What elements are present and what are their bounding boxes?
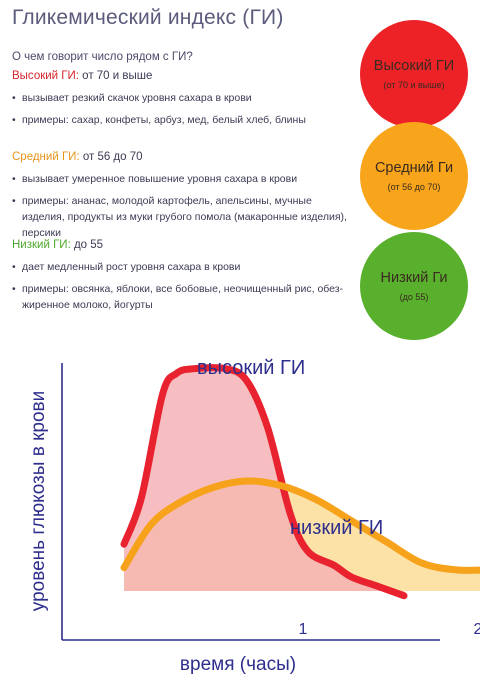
page-title: Гликемический индекс (ГИ): [12, 6, 284, 29]
section-high-heading: Высокий ГИ: от 70 и выше: [12, 70, 357, 82]
section-low-range: до 55: [70, 239, 104, 251]
section-medium-range: от 56 до 70: [79, 151, 143, 163]
high-gi-circle-range: (от 70 и выше): [383, 80, 445, 90]
x-tick-label: 2: [474, 621, 480, 638]
section-low: Низкий ГИ: до 55 дает медленный рост уро…: [12, 239, 357, 319]
plot-area: [120, 364, 480, 600]
high-gi-circle: Высокий ГИ (от 70 и выше): [360, 20, 468, 128]
section-high-label: Высокий ГИ:: [12, 70, 79, 82]
section-medium-label: Средний ГИ:: [12, 151, 80, 163]
low-gi-circle: Низкий Ги (до 55): [360, 232, 468, 340]
low-gi-circle-range: (до 55): [399, 292, 429, 302]
medium-gi-circle: Средний Ги (от 56 до 70): [360, 122, 468, 230]
section-medium-heading: Средний ГИ: от 56 до 70: [12, 151, 357, 163]
high-gi-circle-title: Высокий ГИ: [373, 58, 455, 74]
series-line-low: [120, 477, 480, 574]
low-gi-circle-title: Низкий Ги: [380, 270, 448, 286]
section-medium-bullet: примеры: ананас, молодой картофель, апел…: [12, 193, 357, 241]
series-line-high: [120, 364, 408, 600]
series-label-low: низкий ГИ: [290, 517, 383, 539]
medium-gi-circle-range: (от 56 до 70): [387, 182, 441, 192]
x-tick-label: 1: [299, 621, 308, 638]
section-low-bullet: дает медленный рост уровня сахара в кров…: [12, 259, 357, 275]
x-axis-label: время (часы): [180, 654, 296, 675]
medium-gi-circle-title: Средний Ги: [374, 160, 454, 176]
series-label-high: высокий ГИ: [197, 357, 305, 379]
section-low-label: Низкий ГИ:: [12, 239, 71, 251]
section-high-range: от 70 и выше: [78, 70, 153, 82]
section-high-bullet: вызывает резкий скачок уровня сахара в к…: [12, 90, 357, 106]
section-medium: Средний ГИ: от 56 до 70 вызывает умеренн…: [12, 151, 357, 247]
y-axis-label: уровень глюкозы в крови: [28, 391, 49, 611]
section-medium-bullet: вызывает умеренное повышение уровня саха…: [12, 171, 357, 187]
page-question: О чем говорит число рядом с ГИ?: [12, 51, 193, 63]
section-high: Высокий ГИ: от 70 и выше вызывает резкий…: [12, 70, 357, 134]
section-low-bullet: примеры: овсянка, яблоки, все бобовые, н…: [12, 281, 357, 313]
section-low-heading: Низкий ГИ: до 55: [12, 239, 357, 251]
section-high-bullet: примеры: сахар, конфеты, арбуз, мед, бел…: [12, 112, 357, 128]
